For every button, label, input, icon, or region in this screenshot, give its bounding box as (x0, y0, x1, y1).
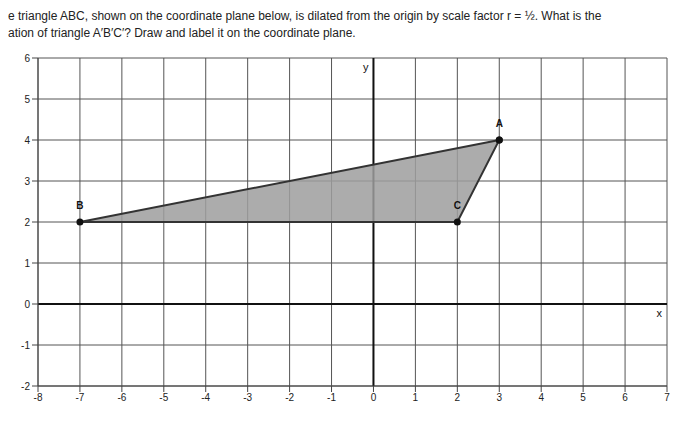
svg-text:6: 6 (622, 392, 628, 403)
svg-text:3: 3 (496, 392, 502, 403)
svg-text:0: 0 (371, 392, 377, 403)
svg-text:2: 2 (24, 217, 30, 228)
svg-text:1: 1 (24, 258, 30, 269)
html-text:ation of triangle A′B′C′? Draw: ation of triangle A′B′C′? Draw and label… (8, 26, 356, 40)
svg-text:C: C (454, 200, 461, 211)
svg-text:A: A (496, 118, 503, 129)
svg-text:5: 5 (24, 94, 30, 105)
svg-text:-1: -1 (327, 392, 336, 403)
svg-text:-7: -7 (75, 392, 84, 403)
svg-text:1: 1 (413, 392, 419, 403)
svg-text:0: 0 (24, 299, 30, 310)
svg-text:-3: -3 (243, 392, 252, 403)
html-text:e triangle ABC, shown on the c: e triangle ABC, shown on the coordinate … (8, 9, 602, 23)
svg-text:-1: -1 (21, 340, 30, 351)
svg-text:-2: -2 (21, 381, 30, 392)
svg-text:6: 6 (24, 53, 30, 64)
svg-text:-4: -4 (201, 392, 210, 403)
svg-text:-2: -2 (285, 392, 294, 403)
svg-text:y: y (363, 61, 369, 73)
svg-text:5: 5 (580, 392, 586, 403)
svg-text:4: 4 (538, 392, 544, 403)
svg-text:B: B (76, 200, 83, 211)
svg-text:-5: -5 (159, 392, 168, 403)
svg-text:7: 7 (664, 392, 670, 403)
svg-text:x: x (657, 307, 663, 319)
svg-text:-6: -6 (117, 392, 126, 403)
svg-text:4: 4 (24, 135, 30, 146)
svg-text:3: 3 (24, 176, 30, 187)
svg-text:-8: -8 (34, 392, 43, 403)
svg-text:2: 2 (455, 392, 461, 403)
